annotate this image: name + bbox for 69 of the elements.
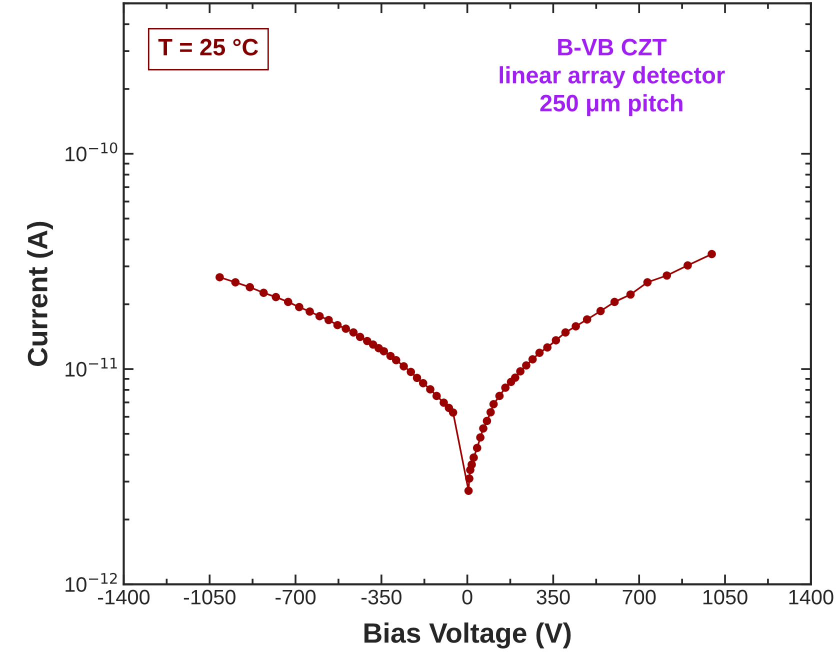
point: [486, 408, 495, 416]
x-axis-title: Bias Voltage (V): [364, 622, 571, 649]
x-tick-label: 1400: [789, 590, 834, 604]
point: [626, 290, 635, 299]
point: [561, 328, 570, 337]
point: [259, 288, 268, 297]
x-tick-label: 0: [462, 590, 472, 604]
point: [662, 271, 672, 280]
point: [272, 292, 280, 302]
point: [643, 278, 652, 286]
point: [610, 298, 619, 306]
point: [432, 392, 441, 400]
x-tick-label: 1050: [703, 590, 748, 604]
point: [315, 312, 324, 320]
point: [684, 261, 692, 270]
y-tick-label: 10$^{−10}$: [66, 142, 118, 162]
x-tick-label: -1400: [98, 590, 150, 604]
point: [324, 316, 333, 324]
point: [552, 336, 560, 344]
point: [489, 400, 498, 408]
point: [582, 315, 592, 324]
point: [406, 368, 416, 376]
point: [708, 250, 716, 258]
x-tick-label: -1050: [184, 590, 236, 604]
x-tick-label: -350: [362, 590, 402, 604]
x-tick-label: 700: [622, 590, 656, 604]
point: [464, 486, 473, 495]
point: [522, 361, 530, 370]
point: [440, 398, 448, 407]
x-tick-label: 350: [536, 590, 570, 604]
point: [535, 348, 544, 357]
point: [349, 328, 358, 337]
point: [516, 367, 525, 376]
y-tick-label: 10$^{−11}$: [66, 358, 117, 377]
point: [501, 384, 510, 392]
x-tick-label: -700: [276, 590, 316, 604]
point: [400, 362, 408, 370]
point: [380, 347, 388, 356]
point: [386, 352, 395, 360]
point: [216, 273, 224, 282]
point: [465, 474, 474, 483]
point: [572, 322, 580, 330]
point: [476, 433, 484, 442]
point: [356, 332, 364, 342]
point: [306, 307, 314, 316]
point: [295, 302, 304, 312]
point: [448, 408, 458, 417]
point: [479, 424, 488, 433]
point: [528, 355, 537, 364]
point: [543, 343, 552, 352]
point: [333, 320, 342, 330]
point: [468, 460, 476, 469]
point: [495, 392, 504, 400]
point: [426, 385, 434, 394]
point: [482, 416, 492, 426]
point: [418, 378, 428, 388]
point: [246, 283, 254, 292]
point: [284, 298, 292, 306]
point: [596, 306, 605, 316]
point: [470, 453, 478, 462]
y-axis-title: Current (A): [27, 222, 53, 366]
point: [511, 373, 520, 382]
annotation: B-VB CZT linear array detector 250 μm pitch: [500, 38, 725, 116]
point: [412, 374, 422, 382]
point: [392, 356, 400, 364]
point: [342, 324, 350, 333]
annotation: T = 25 °C: [158, 38, 258, 56]
point: [472, 444, 482, 452]
point: [231, 278, 240, 286]
